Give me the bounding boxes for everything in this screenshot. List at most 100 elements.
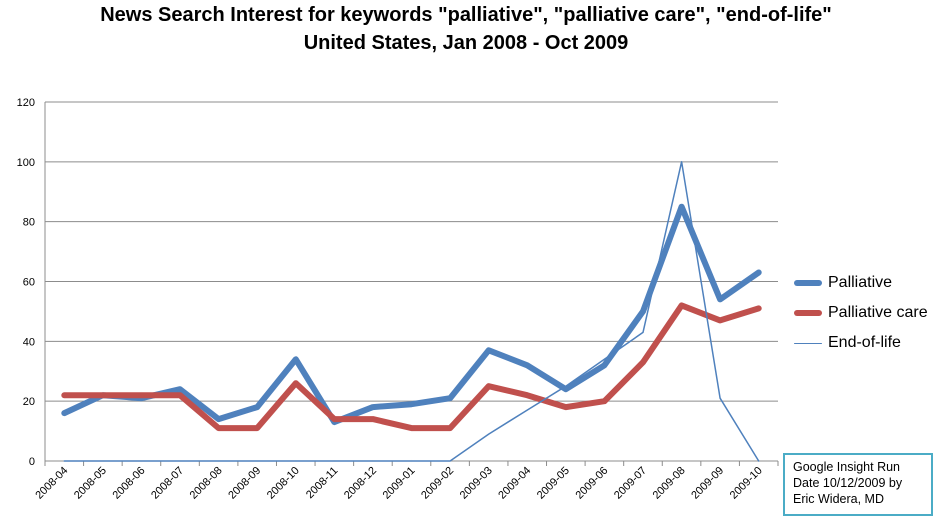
- data-point: [177, 386, 184, 393]
- x-tick-label: 2009-08: [651, 465, 688, 502]
- data-point: [719, 397, 722, 400]
- legend-swatch-end-of-life: [794, 342, 822, 344]
- x-tick-label: 2009-03: [458, 465, 495, 502]
- data-point: [526, 409, 529, 412]
- note-line: Google Insight Run: [793, 460, 901, 474]
- data-point: [640, 308, 647, 315]
- data-point: [717, 296, 724, 303]
- data-point: [642, 331, 645, 334]
- data-point: [179, 460, 182, 463]
- data-point: [331, 416, 338, 423]
- data-point: [372, 460, 375, 463]
- x-tick-label: 2008-09: [226, 465, 263, 502]
- x-tick-label: 2009-01: [381, 465, 418, 502]
- x-tick-label: 2008-04: [33, 465, 70, 502]
- data-point: [292, 356, 299, 363]
- data-point: [177, 392, 184, 399]
- data-point: [369, 404, 376, 411]
- data-point: [295, 460, 298, 463]
- legend-swatch-palliative-care: [794, 310, 822, 316]
- data-point: [447, 395, 454, 402]
- x-tick-label: 2009-06: [573, 465, 610, 502]
- data-point: [601, 362, 608, 369]
- data-point: [256, 460, 259, 463]
- y-tick-labels: 0 20 40 60 80 100 120: [17, 97, 35, 468]
- data-point: [408, 425, 415, 432]
- data-point: [63, 460, 66, 463]
- data-point: [487, 433, 490, 436]
- y-tick-label: 80: [23, 217, 35, 229]
- data-point: [601, 398, 608, 405]
- data-point: [757, 460, 760, 463]
- legend-label: Palliative care: [828, 304, 928, 321]
- data-point: [408, 401, 415, 408]
- data-point: [755, 269, 762, 276]
- y-tick-label: 60: [23, 277, 35, 289]
- data-point: [292, 380, 299, 387]
- x-tick-label: 2009-02: [419, 465, 456, 502]
- note-line: Date 10/12/2009 by: [793, 476, 903, 490]
- y-tick-label: 20: [23, 396, 35, 408]
- source-note: Google Insight Run Date 10/12/2009 by Er…: [783, 453, 933, 516]
- y-tick-label: 100: [17, 157, 35, 169]
- x-tick-label: 2008-08: [188, 465, 225, 502]
- data-point: [603, 358, 606, 361]
- data-point: [217, 460, 220, 463]
- data-point: [333, 460, 336, 463]
- axes: [44, 102, 779, 466]
- data-point: [410, 460, 413, 463]
- y-tick-label: 40: [23, 336, 35, 348]
- series-line-end-of-life: [63, 161, 760, 462]
- x-tick-label: 2008-12: [342, 465, 379, 502]
- legend-item-end-of-life: End-of-life: [794, 328, 928, 358]
- data-point: [61, 410, 68, 417]
- legend-item-palliative-care: Palliative care: [794, 298, 928, 328]
- note-line: Eric Widera, MD: [793, 492, 884, 506]
- data-point: [562, 404, 569, 411]
- data-point: [99, 392, 106, 399]
- data-point: [254, 404, 261, 411]
- x-tick-label: 2009-05: [535, 465, 572, 502]
- x-tick-label: 2008-11: [304, 465, 340, 501]
- data-point: [680, 161, 683, 164]
- data-point: [717, 317, 724, 324]
- data-point: [678, 302, 685, 309]
- data-point: [485, 383, 492, 390]
- chart-title: News Search Interest for keywords "palli…: [100, 4, 832, 26]
- x-tick-label: 2008-07: [149, 465, 186, 502]
- legend-item-palliative: Palliative: [794, 268, 928, 298]
- legend-label: Palliative: [828, 274, 893, 291]
- data-point: [755, 305, 762, 312]
- y-tick-label: 120: [17, 97, 35, 109]
- x-tick-label: 2008-05: [72, 465, 109, 502]
- data-point: [215, 425, 222, 432]
- data-point: [102, 460, 105, 463]
- gridlines: [45, 101, 778, 402]
- x-tick-label: 2008-10: [265, 465, 302, 502]
- legend: Palliative Palliative care End-of-life: [794, 268, 928, 358]
- y-tick-label: 0: [29, 456, 35, 468]
- data-point: [138, 392, 145, 399]
- x-tick-label: 2009-09: [689, 465, 726, 502]
- data-point: [524, 362, 531, 369]
- chart-subtitle: United States, Jan 2008 - Oct 2009: [303, 32, 629, 54]
- data-point: [369, 416, 376, 423]
- legend-label: End-of-life: [828, 334, 901, 351]
- data-point: [640, 359, 647, 366]
- data-point: [485, 347, 492, 354]
- series-line-palliative: [61, 203, 762, 426]
- data-point: [565, 385, 568, 388]
- data-point: [140, 460, 143, 463]
- x-tick-label: 2009-10: [728, 465, 765, 502]
- x-tick-label: 2009-04: [496, 465, 533, 502]
- data-point: [524, 392, 531, 399]
- data-point: [61, 392, 68, 399]
- data-point: [215, 416, 222, 423]
- data-point: [447, 425, 454, 432]
- data-point: [254, 425, 261, 432]
- x-tick-label: 2008-06: [111, 465, 148, 502]
- series-line-palliative-care: [61, 302, 762, 432]
- x-tick-labels: 2008-04 2008-05 2008-06 2008-07 2008-08 2008-…: [33, 465, 764, 502]
- x-tick-label: 2009-07: [612, 465, 649, 502]
